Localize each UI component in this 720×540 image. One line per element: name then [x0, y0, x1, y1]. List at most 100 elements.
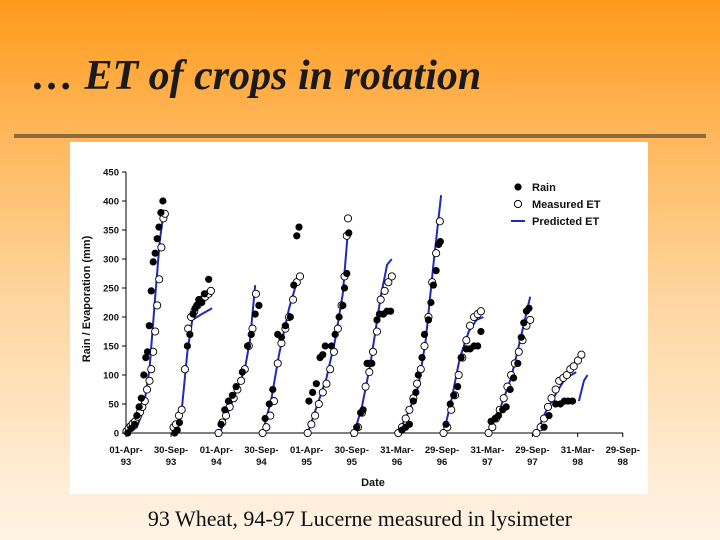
measured-et-point [303, 428, 312, 438]
measured-et-point [361, 382, 370, 391]
measured-et-point [343, 214, 353, 223]
rain-point [405, 420, 413, 428]
x-axis-label: Date [361, 477, 385, 489]
rain-point [133, 412, 141, 420]
y-tick-label: 100 [103, 371, 119, 382]
measured-et-point [262, 423, 271, 432]
x-tick-label: 29-Sep- [515, 445, 549, 456]
measured-et-point [368, 347, 378, 356]
x-tick-label: 97 [482, 457, 493, 468]
measured-et-point [476, 307, 485, 316]
rain-point [286, 313, 294, 321]
measured-et-point [543, 402, 553, 411]
x-tick-label: 95 [301, 457, 312, 468]
et-chart: 05010015020025030035040045001-Apr-9330-S… [81, 168, 640, 490]
rain-point [331, 330, 339, 338]
rain-point [353, 423, 361, 431]
measured-et-point [151, 327, 160, 336]
y-tick-label: 250 [103, 284, 119, 295]
rain-point [368, 359, 376, 367]
rain-point [155, 223, 163, 231]
rain-point [175, 418, 184, 427]
x-tick-label: 31-Mar- [470, 445, 504, 456]
rain-point [525, 304, 533, 312]
rain-point [159, 197, 167, 205]
rain-point [205, 275, 213, 283]
measured-et-point [147, 365, 156, 374]
rain-point [200, 290, 209, 298]
rain-point [221, 406, 229, 414]
rain-point [261, 414, 269, 423]
x-tick-label: 31-Mar- [561, 445, 595, 456]
chart-legend: Rain Measured ET Predicted ET [511, 182, 601, 228]
measured-et-point [326, 365, 335, 374]
y-axis-label: Rain / Evaporation (mm) [81, 235, 93, 362]
legend-swatch-measured [513, 199, 523, 209]
rain-point [269, 385, 277, 394]
x-tick-label: 93 [121, 457, 132, 468]
rain-point [232, 383, 240, 391]
rain-point [540, 423, 548, 431]
rain-point [183, 342, 191, 350]
rain-point [373, 316, 381, 324]
measured-et-point [311, 411, 320, 420]
legend-label: Predicted ET [532, 216, 600, 228]
x-tick-label: 96 [392, 457, 403, 468]
measured-et-point [153, 301, 162, 310]
rain-point [319, 351, 327, 359]
measured-et-point [273, 359, 282, 368]
rain-point [327, 342, 336, 350]
y-tick-label: 450 [103, 168, 119, 179]
rain-point [295, 223, 303, 231]
slide-caption: 93 Wheat, 94-97 Lucerne measured in lysi… [147, 506, 573, 531]
rain-point [340, 284, 349, 292]
measured-et-point [547, 394, 556, 403]
y-tick-label: 350 [103, 226, 119, 237]
x-tick-label: 30-Sep- [154, 445, 188, 456]
rain-point [457, 354, 465, 362]
measured-et-point [462, 336, 471, 345]
measured-et-point [577, 350, 586, 359]
rain-point [568, 397, 577, 405]
rain-point [131, 420, 139, 428]
rain-point [502, 403, 510, 411]
measured-et-point [435, 217, 444, 226]
rain-point [474, 342, 482, 350]
rain-point [494, 412, 503, 420]
measured-et-point [206, 286, 215, 295]
y-tick-label: 50 [108, 400, 119, 411]
measured-et-point [295, 272, 305, 281]
rain-point [189, 310, 197, 318]
rain-point [293, 232, 301, 240]
measured-et-point [573, 356, 583, 365]
measured-et-point [314, 399, 323, 409]
x-tick-label: 95 [346, 457, 357, 468]
rain-point [157, 209, 165, 217]
y-tick-label: 150 [103, 342, 119, 353]
rain-point [545, 412, 553, 420]
rain-point [414, 371, 422, 379]
rain-point [255, 301, 263, 309]
measured-et-point [439, 428, 448, 438]
rain-point [427, 298, 435, 307]
rain-point [432, 267, 440, 275]
rain-point [290, 281, 298, 289]
rain-point [450, 391, 458, 399]
measured-et-point [562, 370, 571, 380]
x-tick-label: 94 [256, 457, 267, 468]
rain-point [265, 400, 273, 408]
measured-et-point [258, 428, 267, 438]
measured-et-point [401, 414, 410, 423]
predicted-et-line [442, 316, 484, 434]
x-tick-label: 01-Apr- [109, 445, 142, 456]
title-divider [14, 134, 706, 138]
rain-point [153, 235, 161, 243]
rain-point [321, 342, 329, 350]
rain-point [429, 281, 438, 289]
rain-point [506, 385, 514, 394]
measured-et-point [551, 385, 560, 394]
legend-swatch-rain [514, 183, 522, 191]
chart-axes: 05010015020025030035040045001-Apr-9330-S… [103, 168, 640, 469]
rain-point [149, 258, 157, 266]
rain-point [145, 322, 153, 330]
